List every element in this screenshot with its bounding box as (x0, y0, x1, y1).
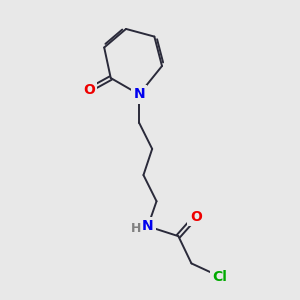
Text: O: O (190, 209, 202, 224)
Text: Cl: Cl (212, 269, 227, 284)
Text: H: H (130, 222, 141, 235)
Text: O: O (83, 83, 95, 97)
Text: N: N (142, 219, 154, 233)
Text: N: N (133, 87, 145, 101)
